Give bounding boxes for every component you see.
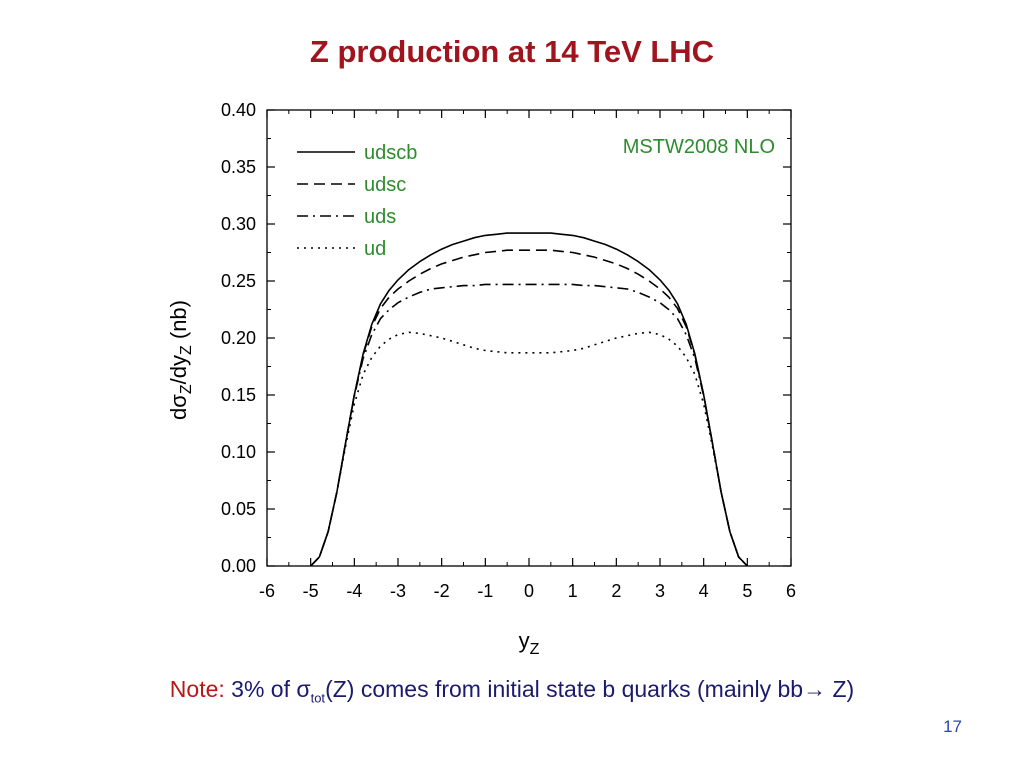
y-tick-label: 0.00 — [221, 556, 256, 576]
plot-frame — [266, 109, 792, 567]
x-axis-label-main: y — [519, 628, 530, 653]
ticks-layer: -6 -5 -4 -3 -2 -1 0 1 2 3 4 5 6 0.00 0.05 0.10 0.15 0.20 0… — [221, 100, 796, 601]
x-tick-label: -5 — [303, 581, 319, 601]
x-tick-label: 1 — [568, 581, 578, 601]
y-tick-label: 0.10 — [221, 442, 256, 462]
x-axis-label: yZ — [519, 628, 540, 658]
x-tick-label: 2 — [611, 581, 621, 601]
series-line-ud — [310, 331, 748, 567]
y-tick-label: 0.30 — [221, 214, 256, 234]
x-tick-label: 5 — [742, 581, 752, 601]
legend-label-udsc: udsc — [364, 174, 406, 196]
legend-layer: udscb udsc uds ud — [297, 142, 417, 260]
x-tick-label: -3 — [390, 581, 406, 601]
chart-annotation: MSTW2008 NLO — [623, 136, 775, 158]
note-pre: 3% of — [231, 676, 297, 702]
y-tick-label: 0.05 — [221, 499, 256, 519]
legend-label-ud: ud — [364, 238, 386, 260]
y-tick-label: 0.15 — [221, 385, 256, 405]
note-sub: tot — [310, 690, 326, 706]
x-tick-label: 6 — [786, 581, 796, 601]
note-sigma: σ — [296, 676, 311, 702]
x-tick-label: 0 — [524, 581, 534, 601]
series-line-udscb — [310, 232, 748, 567]
x-tick-label: 4 — [699, 581, 709, 601]
x-tick-label: -1 — [477, 581, 493, 601]
x-tick-label: -6 — [259, 581, 275, 601]
x-tick-label: -4 — [346, 581, 362, 601]
y-axis-label: dσZ/dyZ (nb) — [166, 300, 195, 420]
y-tick-label: 0.25 — [221, 271, 256, 291]
y-tick-label: 0.35 — [221, 157, 256, 177]
y-tick-label: 0.20 — [221, 328, 256, 348]
legend-label-uds: uds — [364, 206, 396, 228]
note-label: Note: — [169, 676, 225, 702]
x-tick-label: -2 — [434, 581, 450, 601]
y-tick-label: 0.40 — [221, 100, 256, 120]
lines-layer — [310, 232, 748, 567]
x-tick-label: 3 — [655, 581, 665, 601]
note-post: (Z) comes from initial state b quarks (m… — [325, 676, 855, 702]
legend-label-udscb: udscb — [364, 142, 417, 164]
x-axis-label-sub: Z — [530, 641, 540, 658]
series-line-uds — [310, 283, 748, 567]
page-number: 17 — [943, 717, 962, 736]
series-line-udsc — [310, 249, 748, 567]
slide-title: Z production at 14 TeV LHC — [309, 34, 715, 69]
note: Note: 3% of σtot(Z) comes from initial s… — [0, 676, 1024, 706]
